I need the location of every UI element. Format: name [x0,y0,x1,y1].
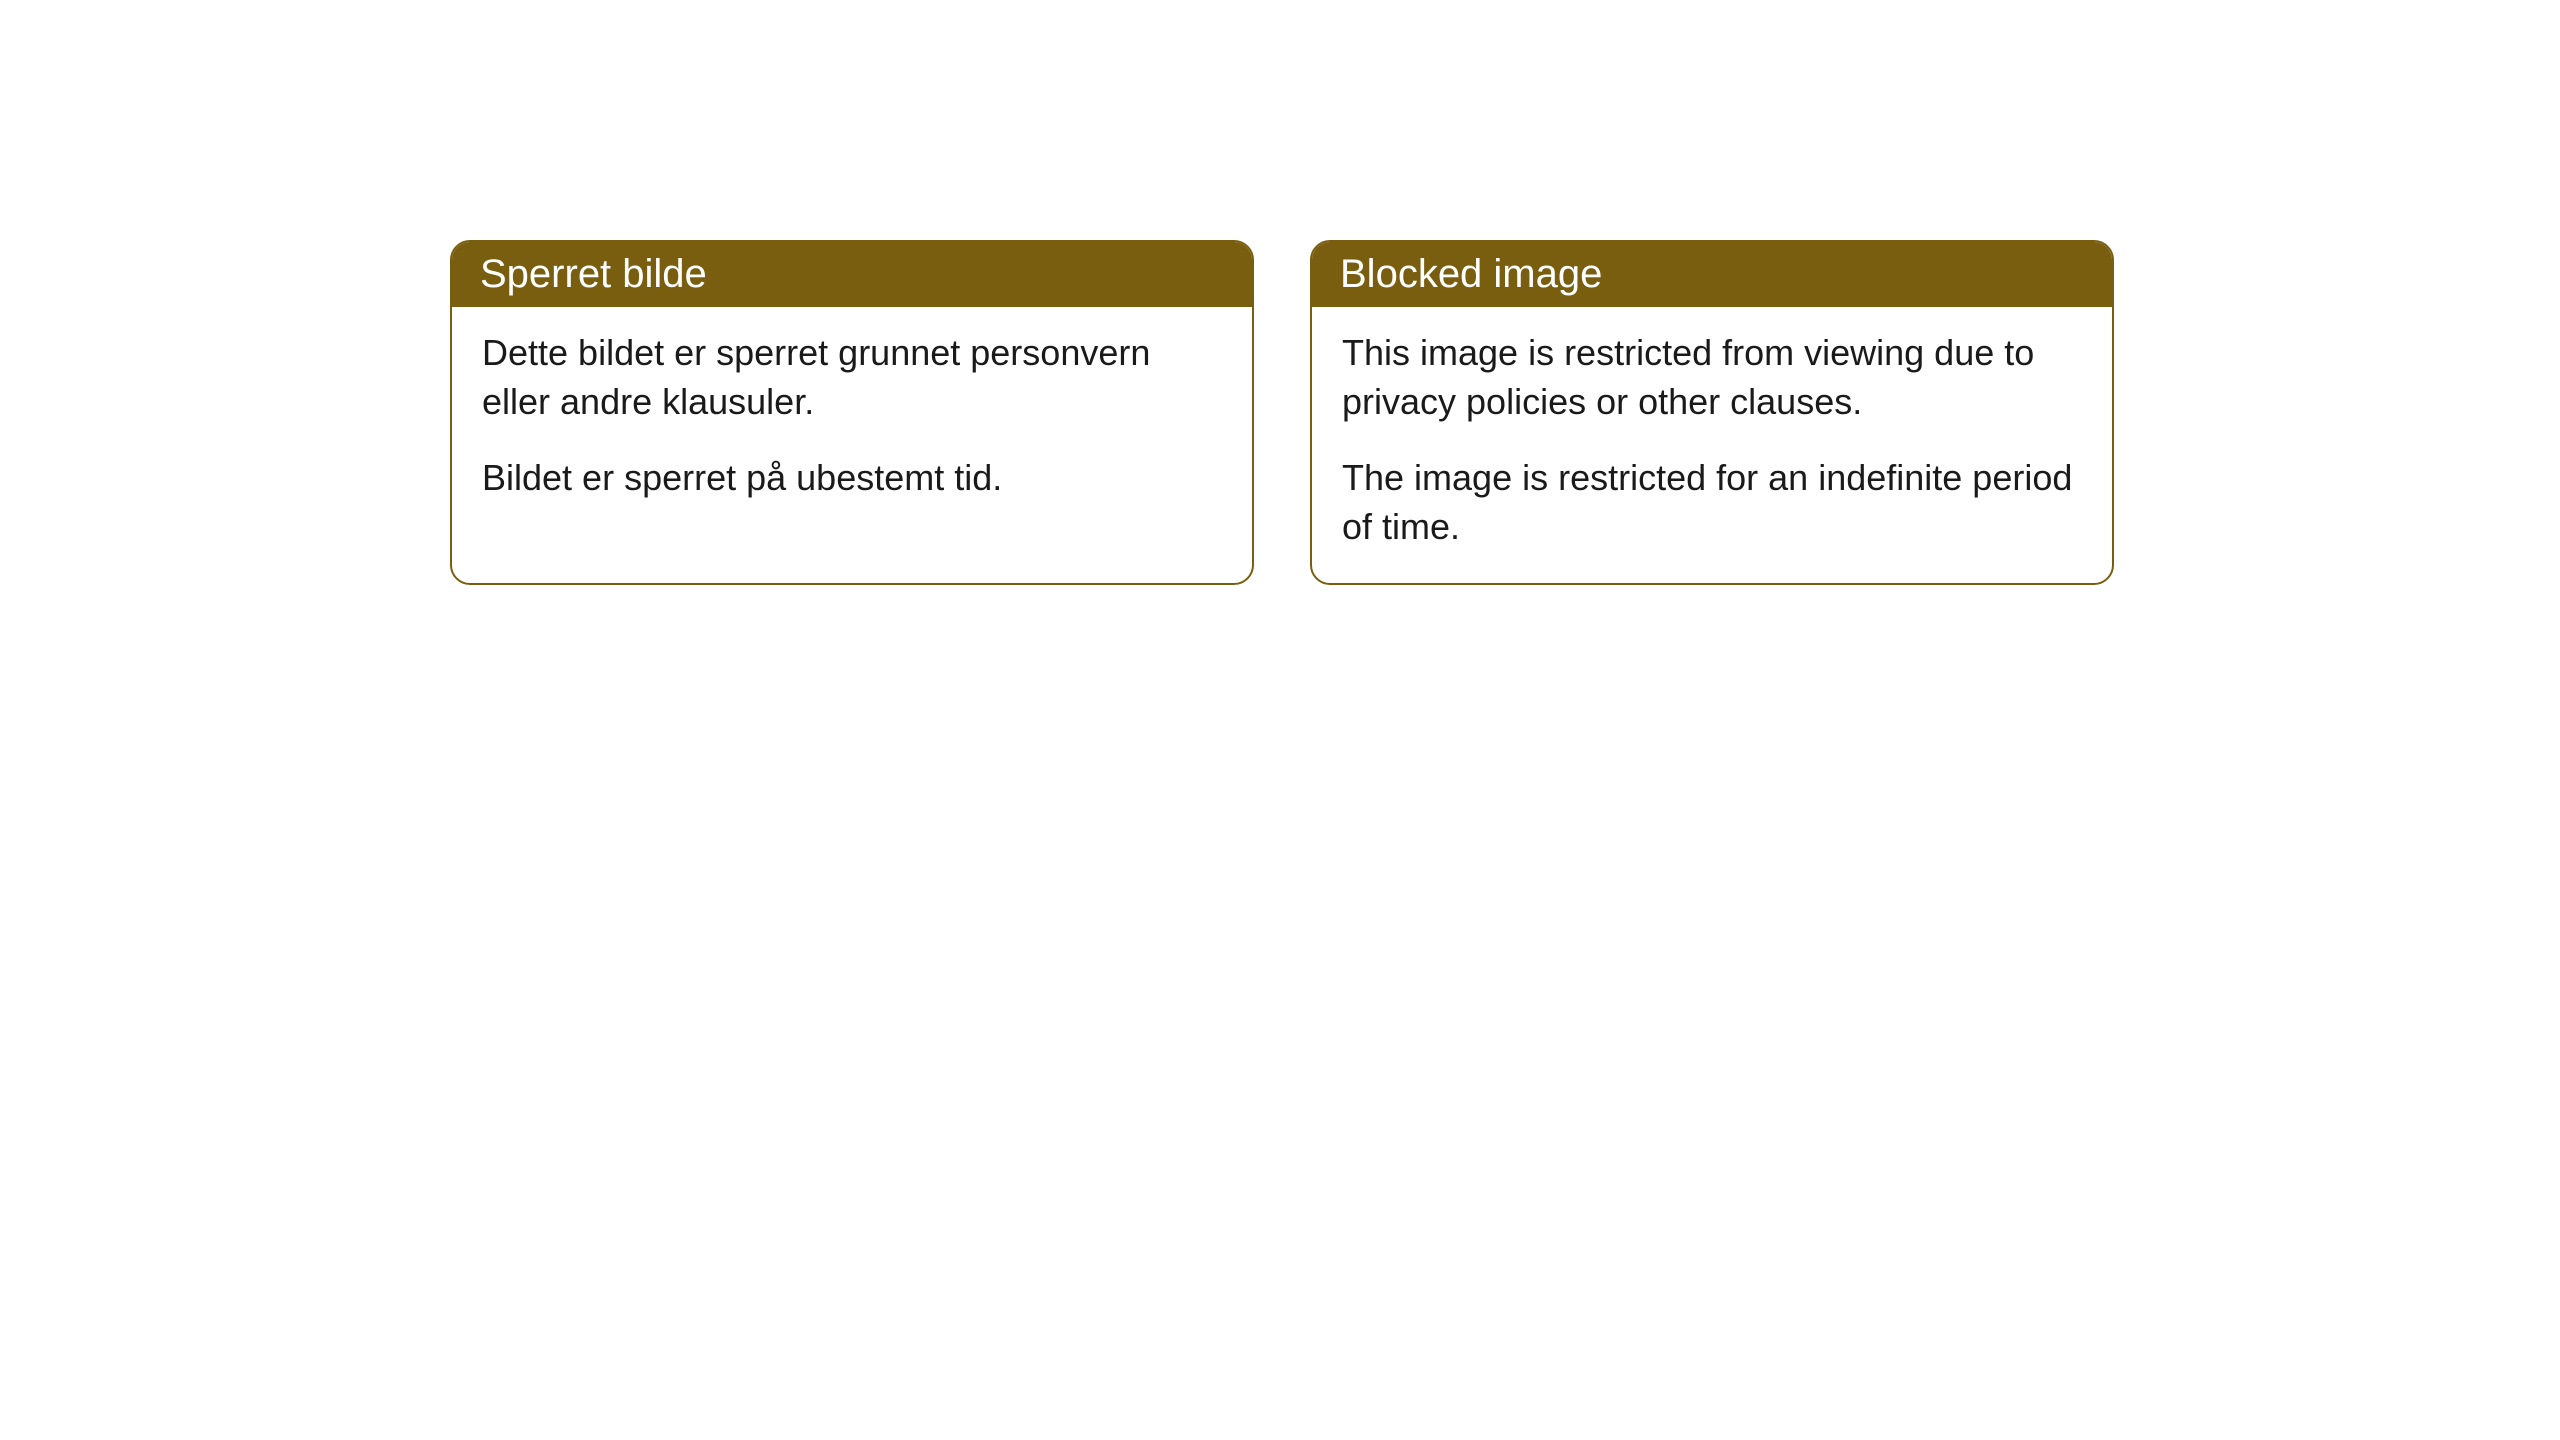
card-header-norwegian: Sperret bilde [452,242,1252,307]
blocked-image-card-norwegian: Sperret bilde Dette bildet er sperret gr… [450,240,1254,585]
notice-cards-container: Sperret bilde Dette bildet er sperret gr… [450,240,2560,585]
notice-paragraph-1: This image is restricted from viewing du… [1342,329,2082,426]
card-title: Blocked image [1340,252,1602,296]
card-header-english: Blocked image [1312,242,2112,307]
blocked-image-card-english: Blocked image This image is restricted f… [1310,240,2114,585]
card-title: Sperret bilde [480,252,707,296]
notice-paragraph-1: Dette bildet er sperret grunnet personve… [482,329,1222,426]
card-body-english: This image is restricted from viewing du… [1312,307,2112,583]
notice-paragraph-2: Bildet er sperret på ubestemt tid. [482,454,1222,503]
card-body-norwegian: Dette bildet er sperret grunnet personve… [452,307,1252,535]
notice-paragraph-2: The image is restricted for an indefinit… [1342,454,2082,551]
